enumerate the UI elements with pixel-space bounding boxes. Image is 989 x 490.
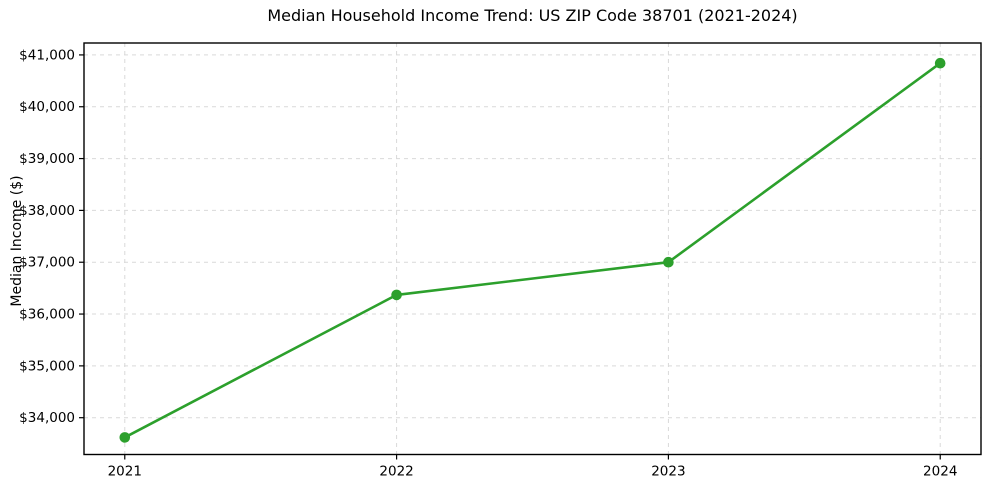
data-point-marker bbox=[934, 57, 946, 69]
y-tick-label: $34,000 bbox=[19, 410, 75, 426]
plot-border bbox=[83, 42, 982, 456]
y-tick-label: $40,000 bbox=[19, 99, 75, 115]
y-tick-label: $38,000 bbox=[19, 203, 75, 219]
data-point-marker bbox=[391, 289, 402, 301]
data-point-marker bbox=[663, 256, 674, 268]
chart-title: Median Household Income Trend: US ZIP Co… bbox=[267, 6, 798, 25]
income-trend-line bbox=[123, 61, 942, 439]
y-tick-label: $36,000 bbox=[19, 307, 75, 323]
y-tick-label: $37,000 bbox=[19, 255, 75, 271]
x-tick-label: 2022 bbox=[379, 464, 413, 480]
x-tick-label: 2021 bbox=[108, 464, 142, 480]
x-tick-label: 2023 bbox=[651, 464, 685, 480]
x-tick-label: 2024 bbox=[923, 464, 957, 480]
data-point-marker bbox=[119, 432, 131, 443]
y-tick-label: $41,000 bbox=[19, 47, 75, 63]
y-tick-label: $39,000 bbox=[19, 151, 75, 167]
y-tick-label: $35,000 bbox=[19, 358, 75, 374]
